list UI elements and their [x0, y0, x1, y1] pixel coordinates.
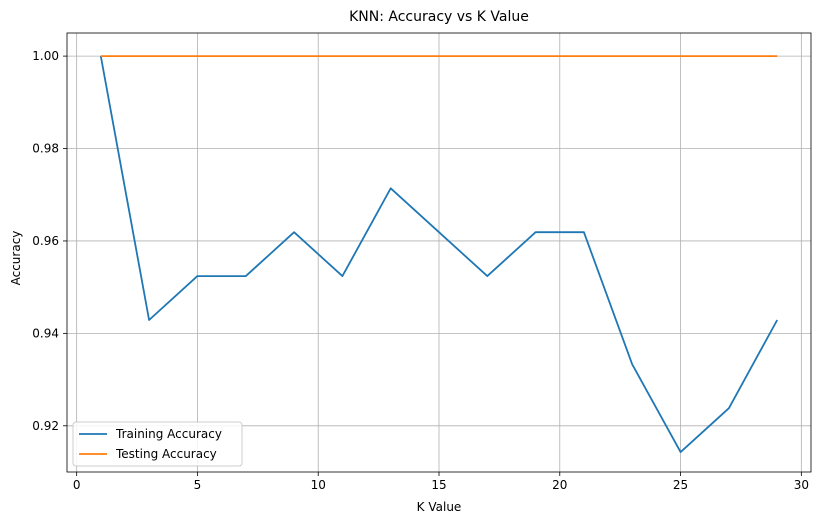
y-tick-label: 0.96	[32, 234, 59, 248]
legend-box	[72, 421, 243, 467]
legend-label-testing: Testing Accuracy	[115, 447, 217, 461]
y-tick-label: 1.00	[32, 49, 59, 63]
x-axis-label: K Value	[417, 500, 462, 514]
y-axis-label: Accuracy	[9, 231, 23, 286]
x-tick-label: 0	[73, 478, 81, 492]
x-tick-label: 10	[311, 478, 326, 492]
x-tick-label: 20	[552, 478, 567, 492]
x-tick-label: 5	[194, 478, 202, 492]
x-tick-label: 15	[431, 478, 446, 492]
y-tick-label: 0.94	[32, 326, 59, 340]
y-tick-label: 0.98	[32, 142, 59, 156]
legend: Training Accuracy Testing Accuracy	[72, 421, 243, 467]
y-axis-ticks: 0.92 0.94 0.96 0.98 1.00	[32, 49, 67, 433]
series-lines	[99, 55, 778, 454]
x-tick-label: 25	[673, 478, 688, 492]
x-tick-label: 30	[794, 478, 809, 492]
series-line-training	[99, 55, 778, 454]
legend-label-training: Training Accuracy	[115, 427, 222, 441]
grid	[67, 33, 811, 472]
y-tick-label: 0.92	[32, 419, 59, 433]
x-axis-ticks: 0 5 10 15 20 25 30	[73, 472, 809, 492]
chart-title: KNN: Accuracy vs K Value	[349, 9, 529, 25]
